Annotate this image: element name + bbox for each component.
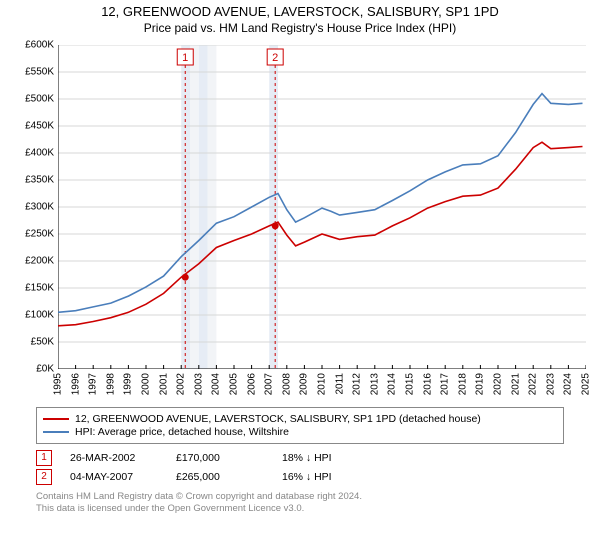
marker-legend-row: 1 26-MAR-2002 £170,000 18% ↓ HPI bbox=[36, 450, 564, 466]
x-tick-label: 2011 bbox=[334, 373, 345, 395]
marker-delta: 16% ↓ HPI bbox=[282, 471, 370, 483]
x-tick-label: 2009 bbox=[299, 373, 310, 395]
x-tick-label: 1996 bbox=[70, 373, 81, 395]
y-tick-label: £550K bbox=[25, 67, 54, 78]
x-tick-label: 2014 bbox=[387, 373, 398, 395]
marker-number-box: 1 bbox=[36, 450, 52, 466]
y-tick-label: £250K bbox=[25, 229, 54, 240]
marker-number-box: 2 bbox=[36, 469, 52, 485]
chart-svg: 12 bbox=[58, 45, 586, 369]
marker-legend-row: 2 04-MAY-2007 £265,000 16% ↓ HPI bbox=[36, 469, 564, 485]
attribution-line1: Contains HM Land Registry data © Crown c… bbox=[36, 491, 564, 503]
legend-swatch bbox=[43, 418, 69, 420]
y-tick-label: £400K bbox=[25, 148, 54, 159]
plot-region: 12 bbox=[58, 45, 586, 369]
y-tick-label: £600K bbox=[25, 40, 54, 51]
y-tick-label: £0K bbox=[36, 364, 54, 375]
marker-delta: 18% ↓ HPI bbox=[282, 452, 370, 464]
y-tick-label: £50K bbox=[31, 337, 54, 348]
x-tick-label: 2023 bbox=[545, 373, 556, 395]
x-tick-label: 2008 bbox=[281, 373, 292, 395]
x-tick-label: 2025 bbox=[581, 373, 592, 395]
x-tick-label: 2000 bbox=[141, 373, 152, 395]
svg-text:1: 1 bbox=[182, 52, 188, 64]
y-tick-label: £500K bbox=[25, 94, 54, 105]
legend-label: HPI: Average price, detached house, Wilt… bbox=[75, 426, 289, 438]
legend-label: 12, GREENWOOD AVENUE, LAVERSTOCK, SALISB… bbox=[75, 413, 481, 425]
x-tick-label: 2004 bbox=[211, 373, 222, 395]
x-tick-label: 2002 bbox=[176, 373, 187, 395]
marker-legend: 1 26-MAR-2002 £170,000 18% ↓ HPI 2 04-MAY-200… bbox=[36, 450, 564, 485]
x-tick-label: 2001 bbox=[158, 373, 169, 395]
chart-area: £0K £50K £100K £150K £200K £250K £300K £350K £40… bbox=[10, 41, 590, 401]
chart-title-line2: Price paid vs. HM Land Registry's House … bbox=[0, 21, 600, 35]
x-tick-label: 2010 bbox=[317, 373, 328, 395]
y-tick-label: £100K bbox=[25, 310, 54, 321]
x-axis-labels: 1995199619971998199920002001200220032004… bbox=[58, 371, 586, 401]
x-tick-label: 2007 bbox=[264, 373, 275, 395]
x-tick-label: 2022 bbox=[528, 373, 539, 395]
y-tick-label: £150K bbox=[25, 283, 54, 294]
svg-text:2: 2 bbox=[272, 52, 278, 64]
x-tick-label: 2017 bbox=[440, 373, 451, 395]
x-tick-label: 2021 bbox=[510, 373, 521, 395]
y-tick-label: £200K bbox=[25, 256, 54, 267]
y-tick-label: £300K bbox=[25, 202, 54, 213]
legend-swatch bbox=[43, 431, 69, 433]
attribution-line2: This data is licensed under the Open Gov… bbox=[36, 503, 564, 515]
x-tick-label: 1997 bbox=[88, 373, 99, 395]
x-tick-label: 1998 bbox=[105, 373, 116, 395]
y-tick-label: £450K bbox=[25, 121, 54, 132]
chart-title-block: 12, GREENWOOD AVENUE, LAVERSTOCK, SALISB… bbox=[0, 0, 600, 35]
x-tick-label: 2018 bbox=[457, 373, 468, 395]
x-tick-label: 1995 bbox=[53, 373, 64, 395]
marker-date: 04-MAY-2007 bbox=[70, 471, 158, 483]
y-axis-labels: £0K£50K£100K£150K£200K£250K£300K£350K£40… bbox=[10, 45, 56, 369]
x-tick-label: 2005 bbox=[229, 373, 240, 395]
marker-price: £265,000 bbox=[176, 471, 264, 483]
x-tick-label: 2003 bbox=[193, 373, 204, 395]
legend-row: HPI: Average price, detached house, Wilt… bbox=[43, 426, 557, 438]
x-tick-label: 2006 bbox=[246, 373, 257, 395]
y-tick-label: £350K bbox=[25, 175, 54, 186]
x-tick-label: 2013 bbox=[369, 373, 380, 395]
legend-row: 12, GREENWOOD AVENUE, LAVERSTOCK, SALISB… bbox=[43, 413, 557, 425]
legend-box: 12, GREENWOOD AVENUE, LAVERSTOCK, SALISB… bbox=[36, 407, 564, 444]
x-tick-label: 2024 bbox=[563, 373, 574, 395]
marker-price: £170,000 bbox=[176, 452, 264, 464]
x-tick-label: 2020 bbox=[493, 373, 504, 395]
chart-title-line1: 12, GREENWOOD AVENUE, LAVERSTOCK, SALISB… bbox=[0, 4, 600, 19]
x-tick-label: 2019 bbox=[475, 373, 486, 395]
attribution-text: Contains HM Land Registry data © Crown c… bbox=[36, 491, 564, 516]
x-tick-label: 2015 bbox=[405, 373, 416, 395]
x-tick-label: 2012 bbox=[352, 373, 363, 395]
x-tick-label: 2016 bbox=[422, 373, 433, 395]
x-tick-label: 1999 bbox=[123, 373, 134, 395]
marker-date: 26-MAR-2002 bbox=[70, 452, 158, 464]
